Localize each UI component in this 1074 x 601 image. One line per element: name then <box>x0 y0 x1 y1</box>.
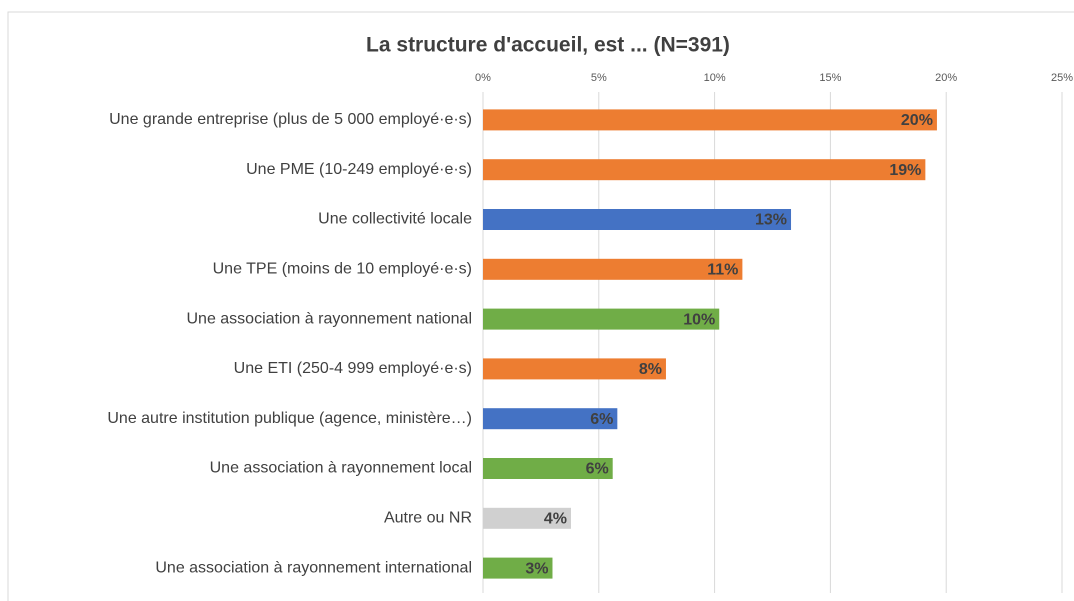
x-tick-label: 0% <box>475 72 491 84</box>
y-tick-label: Une association à rayonnement local <box>210 460 472 477</box>
value-label: 20% <box>901 112 933 129</box>
y-tick-label: Une association à rayonnement national <box>186 310 472 327</box>
bar <box>483 358 666 380</box>
x-tick-label: 20% <box>935 72 957 84</box>
y-tick-label: Une PME (10-249 employé·e·s) <box>246 161 472 178</box>
y-tick-label: Autre ou NR <box>384 510 472 527</box>
value-label: 8% <box>639 361 662 378</box>
value-label: 11% <box>707 262 738 279</box>
y-tick-label: Une ETI (250-4 999 employé·e·s) <box>234 360 472 377</box>
x-tick-label: 15% <box>819 72 841 84</box>
value-label: 10% <box>683 311 715 328</box>
x-tick-label: 25% <box>1051 72 1073 84</box>
bar <box>483 209 792 230</box>
bar <box>483 308 720 330</box>
y-tick-label: Une TPE (moins de 10 employé·e·s) <box>213 261 472 278</box>
y-tick-label: Une collectivité locale <box>318 211 472 228</box>
value-label: 19% <box>889 162 921 179</box>
bar <box>483 557 553 579</box>
bar <box>483 159 926 181</box>
bar <box>483 258 743 280</box>
value-label: 6% <box>586 461 609 478</box>
x-tick-label: 10% <box>704 72 726 84</box>
chart-title: La structure d'accueil, est ... (N=391) <box>366 34 730 57</box>
y-tick-label: Une grande entreprise (plus de 5 000 emp… <box>109 111 472 128</box>
x-tick-label: 5% <box>591 72 607 84</box>
chart-border <box>7 11 1074 601</box>
y-tick-label: Une association à rayonnement internatio… <box>155 559 472 576</box>
value-label: 3% <box>525 560 548 577</box>
bar <box>483 109 937 131</box>
bar <box>483 507 572 529</box>
value-label: 4% <box>544 511 567 528</box>
value-label: 6% <box>590 411 613 428</box>
bar <box>483 408 618 430</box>
value-label: 13% <box>755 212 787 229</box>
y-tick-label: Une autre institution publique (agence, … <box>107 410 472 427</box>
bar <box>483 458 613 479</box>
